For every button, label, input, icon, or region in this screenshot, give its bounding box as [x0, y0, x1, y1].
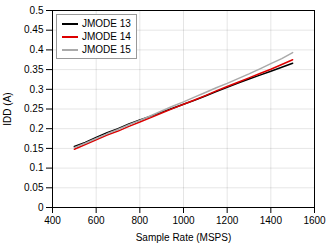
svg-text:1600: 1600 — [303, 215, 326, 226]
svg-text:1200: 1200 — [216, 215, 239, 226]
svg-text:600: 600 — [88, 215, 105, 226]
svg-text:1400: 1400 — [260, 215, 283, 226]
svg-text:0.35: 0.35 — [24, 64, 44, 75]
svg-text:0.2: 0.2 — [30, 123, 44, 134]
svg-text:0.45: 0.45 — [24, 24, 44, 35]
svg-text:0.1: 0.1 — [30, 162, 44, 173]
svg-text:0: 0 — [38, 202, 44, 213]
svg-text:Sample Rate (MSPS): Sample Rate (MSPS) — [136, 232, 232, 243]
svg-text:800: 800 — [131, 215, 148, 226]
svg-text:0.4: 0.4 — [30, 44, 44, 55]
svg-text:IDD (A): IDD (A) — [2, 92, 13, 125]
html-text:JMODE 14: JMODE 14 — [82, 31, 131, 42]
svg-text:0.15: 0.15 — [24, 143, 44, 154]
svg-text:1000: 1000 — [172, 215, 195, 226]
svg-text:0.05: 0.05 — [24, 182, 44, 193]
html-text:JMODE 15: JMODE 15 — [82, 44, 131, 55]
html-text:JMODE 13: JMODE 13 — [82, 18, 131, 29]
svg-text:400: 400 — [44, 215, 61, 226]
svg-text:0.3: 0.3 — [30, 84, 44, 95]
svg-text:0.25: 0.25 — [24, 103, 44, 114]
svg-text:0.5: 0.5 — [30, 5, 44, 16]
